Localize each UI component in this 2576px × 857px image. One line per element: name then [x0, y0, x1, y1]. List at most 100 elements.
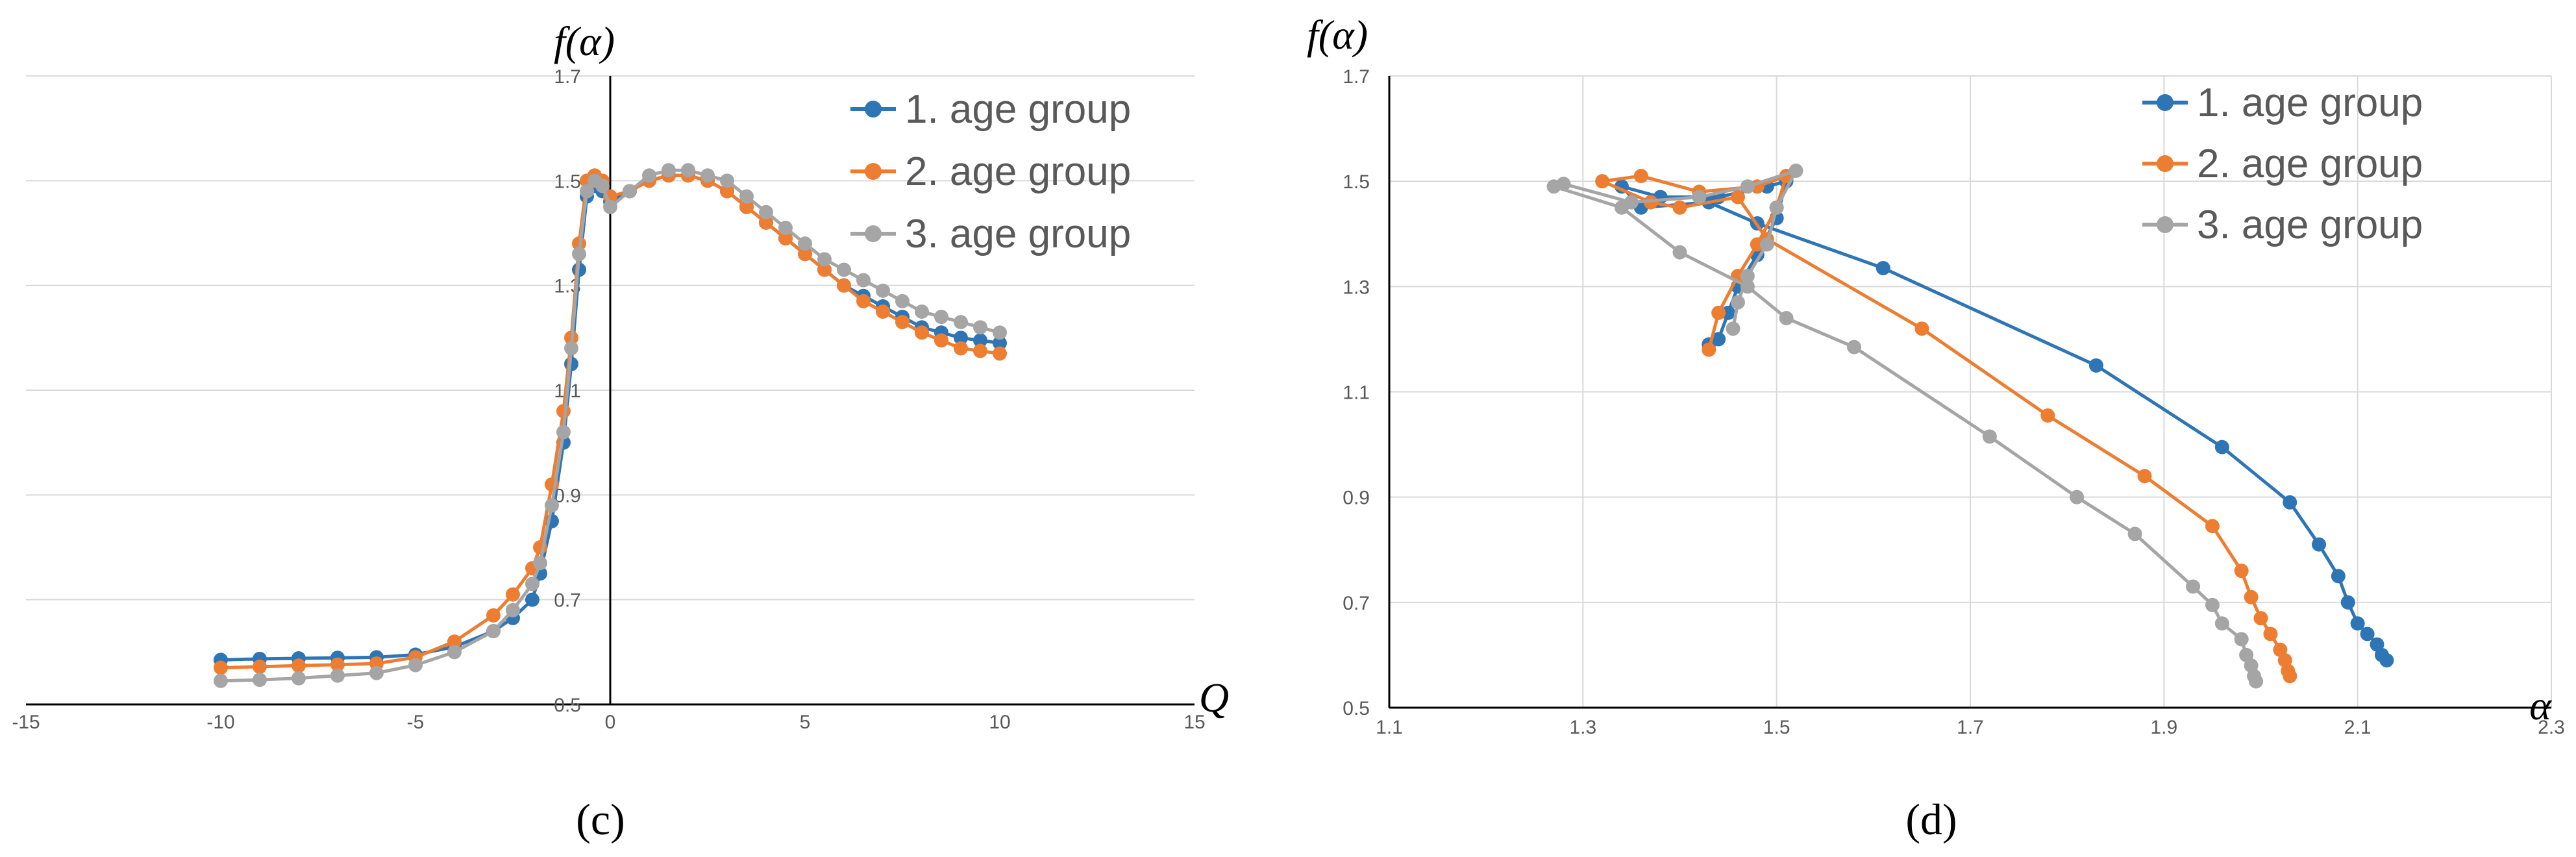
- chart-0-series-3-point: [700, 168, 715, 183]
- panel-c-chart: -15 -10 -5 0 5 10 150.50.70.91.11.31.51.71. ag…: [12, 18, 1229, 844]
- chart-0-series-3-point: [798, 236, 812, 251]
- chart-1-y-axis-title: f(α): [1307, 12, 1368, 58]
- chart-1-series-2-point: [1914, 321, 1929, 336]
- chart-0-x-tick-label: -15: [12, 712, 40, 733]
- chart-1-series-1-point: [2214, 440, 2229, 454]
- chart-0-series-3-point: [369, 665, 384, 680]
- chart-0-series-2-point: [915, 325, 929, 340]
- chart-1-series-3-point: [2214, 616, 2229, 631]
- chart-0-series-2-point: [778, 231, 793, 246]
- chart-0-series-3-point: [291, 671, 306, 686]
- chart-0-legend-label: 3. age group: [905, 212, 1131, 256]
- chart-1-series-3-point: [1692, 190, 1707, 205]
- chart-0-series-1-point: [525, 592, 539, 607]
- chart-0-series-3-point: [447, 645, 462, 660]
- chart-0-series-3-point: [934, 310, 948, 325]
- chart-1-series-1-point: [2331, 569, 2346, 584]
- chart-1-series-3-point: [2127, 527, 2142, 541]
- chart-0-x-tick-label: 5: [800, 712, 811, 733]
- chart-0-series-2-point: [253, 659, 267, 674]
- chart-1-legend-label: 1. age group: [2197, 81, 2423, 125]
- chart-0-x-tick-label: -5: [407, 712, 425, 733]
- chart-1-series-3-point: [2186, 579, 2201, 594]
- chart-1-series-3-point: [1672, 245, 1687, 260]
- chart-1-legend-marker: [2157, 94, 2174, 111]
- chart-0-legend-marker: [865, 225, 882, 242]
- chart-1-series-3-point: [1789, 163, 1803, 178]
- chart-1-y-tick-label: 0.5: [1343, 698, 1370, 719]
- chart-0-series-2-point: [798, 247, 812, 262]
- chart-0-series-2-point: [739, 199, 754, 214]
- chart-0-series-2-point: [954, 341, 968, 356]
- chart-0-series-3-point: [856, 273, 871, 288]
- chart-0-series-2-point: [837, 278, 851, 293]
- chart-1-series-1-point: [2340, 595, 2355, 610]
- chart-0-series-3-point: [330, 668, 345, 683]
- chart-1-y-tick-label: 1.3: [1343, 277, 1370, 298]
- chart-0-series-2-point: [214, 660, 228, 675]
- chart-1-series-1-point: [2350, 616, 2365, 631]
- chart-1-series-2-point: [2040, 408, 2055, 423]
- chart-0-series-3-point: [506, 602, 520, 617]
- chart-0-series-2-point: [720, 184, 734, 199]
- chart-0-series-3-point: [895, 293, 910, 308]
- chart-1-series-3-point: [1847, 340, 1861, 354]
- chart-1-series-3-point: [1779, 310, 1794, 325]
- chart-0-series-2-point: [330, 657, 345, 672]
- chart-1-y-tick-label: 1.5: [1343, 171, 1370, 193]
- chart-1-series-3-point: [1759, 237, 1774, 252]
- chart-0-series-3-point: [595, 179, 610, 193]
- chart-0-series-1-point: [993, 336, 1007, 351]
- chart-0-x-tick-label: 10: [989, 712, 1010, 733]
- chart-0-series-3-point: [662, 163, 676, 178]
- chart-0-series-2-point: [486, 608, 501, 623]
- chart-1-series-3-point: [1624, 195, 1639, 210]
- chart-0-y-tick-label: 0.7: [554, 590, 581, 612]
- chart-0-x-tick-label: 0: [605, 712, 616, 733]
- chart-1-y-tick-label: 0.9: [1343, 488, 1370, 509]
- chart-1-legend-marker: [2157, 155, 2174, 172]
- chart-0-y-tick-label: 0.5: [554, 695, 581, 716]
- chart-1-x-tick-label: 2.3: [2538, 717, 2565, 738]
- chart-1-series-3-point: [1982, 429, 1997, 444]
- chart-1-series-2-point: [2244, 590, 2259, 604]
- chart-0-series-2-point: [506, 587, 520, 602]
- chart-1-legend-label: 2. age group: [2197, 142, 2423, 186]
- chart-1-series-3-point: [1740, 179, 1755, 194]
- chart-0-series-3-point: [580, 184, 594, 199]
- chart-1-panel-label: (d): [1905, 795, 1957, 844]
- chart-0-series-3-point: [817, 252, 832, 267]
- chart-0-series-2-point: [759, 215, 773, 230]
- chart-1-series-3-point: [1740, 269, 1755, 284]
- chart-0-series-3-point: [408, 658, 423, 673]
- chart-0-series-1-point: [973, 333, 987, 348]
- chart-0-series-3-point: [642, 168, 656, 183]
- chart-0-y-tick-label: 1.5: [554, 171, 581, 192]
- chart-0-series-2-point: [934, 333, 948, 348]
- chart-1-series-3-point: [2205, 597, 2220, 612]
- chart-1-series-1-point: [2312, 537, 2326, 552]
- chart-0-series-2-point: [993, 346, 1007, 361]
- chart-0-series-3-point: [876, 283, 890, 298]
- chart-0-series-3-point: [837, 262, 851, 277]
- chart-1-series-3-point: [2070, 490, 2085, 504]
- chart-0-series-3-point: [681, 163, 695, 178]
- chart-0-series-2-point: [856, 293, 871, 308]
- chart-1-x-tick-label: 1.3: [1569, 717, 1596, 738]
- chart-1-series-2-point: [1672, 200, 1687, 215]
- chart-0-series-2-point: [447, 634, 462, 649]
- chart-1-series-2-point: [2253, 611, 2268, 626]
- chart-1-series-2-point: [2205, 519, 2220, 534]
- chart-0-legend-marker: [865, 163, 882, 180]
- chart-0-series-3-point: [993, 325, 1007, 340]
- chart-0-panel-label: (c): [576, 795, 625, 844]
- chart-1-series-2-point: [2137, 469, 2152, 484]
- chart-1-x-tick-label: 1.9: [2150, 717, 2177, 738]
- chart-0-y-tick-label: 1.7: [554, 66, 581, 88]
- chart-0-series-3-point: [720, 173, 734, 188]
- chart-1-series-2-point: [1595, 174, 1610, 189]
- chart-1-legend-marker: [2157, 216, 2174, 233]
- chart-1-series-1-line: [1616, 179, 2388, 662]
- chart-1-series-3-point: [2239, 647, 2254, 662]
- chart-0-series-3-point: [623, 184, 637, 199]
